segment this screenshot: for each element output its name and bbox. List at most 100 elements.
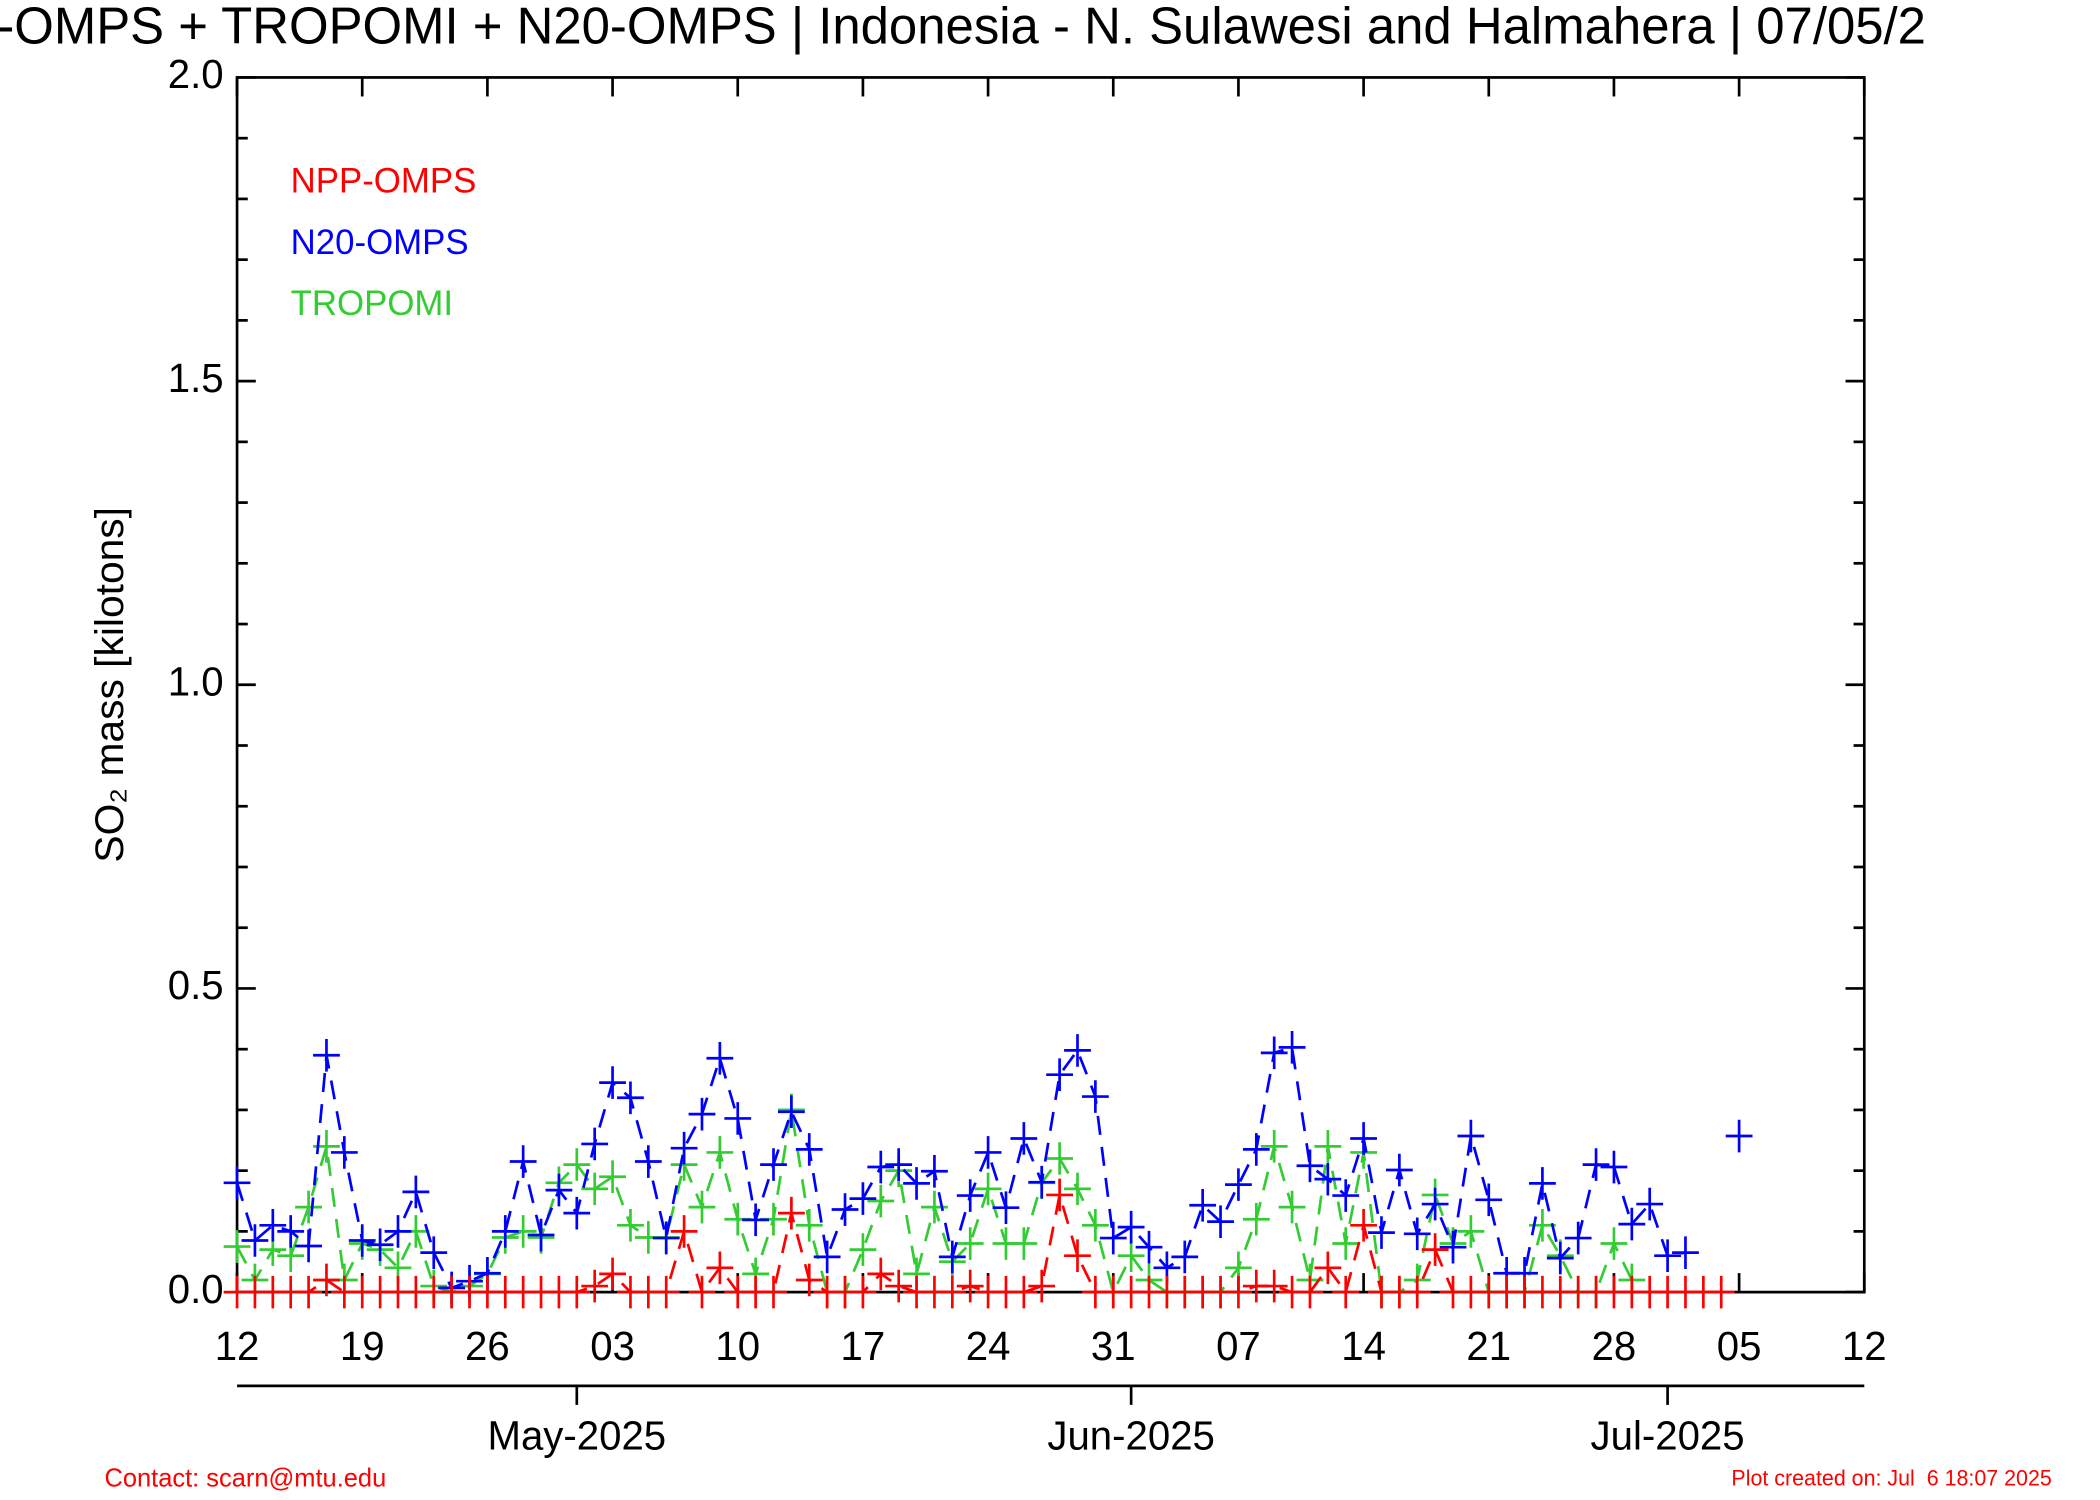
data-point (670, 1215, 698, 1248)
data-point (617, 1081, 644, 1115)
legend-entry: NPP-OMPS (291, 162, 477, 201)
data-point (1207, 1205, 1234, 1238)
data-point (1600, 1150, 1628, 1184)
data-point (1421, 1187, 1449, 1221)
legend-entry: N20-OMPS (291, 223, 469, 262)
data-point (491, 1215, 519, 1248)
data-point (1332, 1275, 1360, 1309)
data-point (1314, 1251, 1342, 1285)
data-point (688, 1275, 716, 1309)
data-point (1564, 1221, 1592, 1255)
data-point (1081, 1209, 1109, 1242)
y-tick-label: 1.5 (168, 355, 224, 401)
x-tick-label: 19 (340, 1323, 385, 1369)
x-tick-label: 28 (1592, 1323, 1637, 1369)
data-point (277, 1215, 305, 1248)
data-point (1332, 1179, 1360, 1212)
data-point (223, 1230, 251, 1263)
data-point (1260, 1130, 1288, 1163)
legend-entry: TROPOMI (291, 284, 453, 323)
x-tick-label: 07 (1216, 1323, 1261, 1369)
data-point (1582, 1148, 1610, 1181)
data-point (366, 1228, 394, 1262)
data-point (1064, 1034, 1091, 1067)
data-point (742, 1203, 770, 1237)
x-tick-label: 31 (1091, 1323, 1136, 1369)
data-point (849, 1275, 877, 1309)
data-point (1028, 1165, 1056, 1199)
data-point (634, 1145, 662, 1178)
data-point (599, 1257, 626, 1291)
data-point (921, 1190, 948, 1224)
x-tick-label: 24 (966, 1323, 1011, 1369)
data-point (1314, 1162, 1342, 1196)
data-point (1081, 1080, 1109, 1113)
data-point (1403, 1217, 1431, 1251)
data-point (509, 1145, 537, 1178)
data-point (1421, 1233, 1449, 1266)
data-point (1046, 1058, 1074, 1091)
data-point (1403, 1275, 1431, 1309)
data-point (1475, 1183, 1503, 1217)
data-point (1260, 1269, 1288, 1303)
data-point (760, 1148, 787, 1181)
data-point (1654, 1239, 1681, 1272)
data-point (1099, 1221, 1127, 1255)
data-point (1064, 1239, 1091, 1272)
data-point (1457, 1119, 1485, 1153)
y-tick-label: 1.0 (168, 658, 224, 704)
y-tick-label: 0.5 (168, 962, 224, 1008)
data-point (259, 1209, 287, 1242)
data-point (956, 1269, 984, 1303)
data-point (563, 1148, 591, 1181)
data-point (1707, 1275, 1735, 1309)
x-tick-label: 21 (1466, 1323, 1511, 1369)
data-point (295, 1275, 322, 1309)
data-point (921, 1154, 948, 1188)
data-point (706, 1136, 734, 1169)
data-point (938, 1240, 966, 1274)
data-point (1350, 1122, 1377, 1155)
data-point (1117, 1210, 1145, 1244)
data-point (420, 1236, 448, 1269)
data-point (384, 1215, 412, 1248)
data-point (1368, 1216, 1395, 1249)
data-point (795, 1263, 823, 1297)
data-point (777, 1196, 805, 1230)
data-point (1546, 1241, 1574, 1275)
data-point (1046, 1178, 1074, 1212)
data-point (563, 1196, 591, 1230)
data-point (1636, 1187, 1664, 1221)
data-point (1332, 1227, 1360, 1260)
data-point (1314, 1130, 1342, 1163)
data-point (795, 1209, 823, 1242)
y-tick-label: 0.0 (168, 1266, 224, 1312)
x-tick-label: 17 (841, 1323, 886, 1369)
data-point (348, 1224, 376, 1257)
data-point (956, 1227, 984, 1260)
data-point (706, 1041, 734, 1075)
x-tick-label: 26 (465, 1323, 510, 1369)
data-point (1064, 1172, 1091, 1206)
data-point (1225, 1168, 1252, 1201)
data-point (581, 1172, 609, 1206)
data-point (974, 1172, 1002, 1206)
data-point (867, 1257, 895, 1291)
contact-note: Contact: scarn@mtu.edu (104, 1464, 386, 1492)
data-point (1010, 1227, 1038, 1260)
data-point (1278, 1031, 1306, 1064)
data-point (1135, 1230, 1163, 1264)
data-point (777, 1095, 805, 1129)
data-point (599, 1160, 626, 1194)
data-point (1296, 1275, 1324, 1309)
data-point (1439, 1230, 1467, 1264)
data-point (1028, 1269, 1056, 1303)
data-point (903, 1167, 930, 1200)
data-point (813, 1240, 841, 1274)
x-tick-label: 10 (715, 1323, 760, 1369)
data-point (706, 1251, 734, 1285)
data-point (1725, 1119, 1753, 1153)
data-point (223, 1166, 251, 1200)
data-point (688, 1190, 716, 1224)
